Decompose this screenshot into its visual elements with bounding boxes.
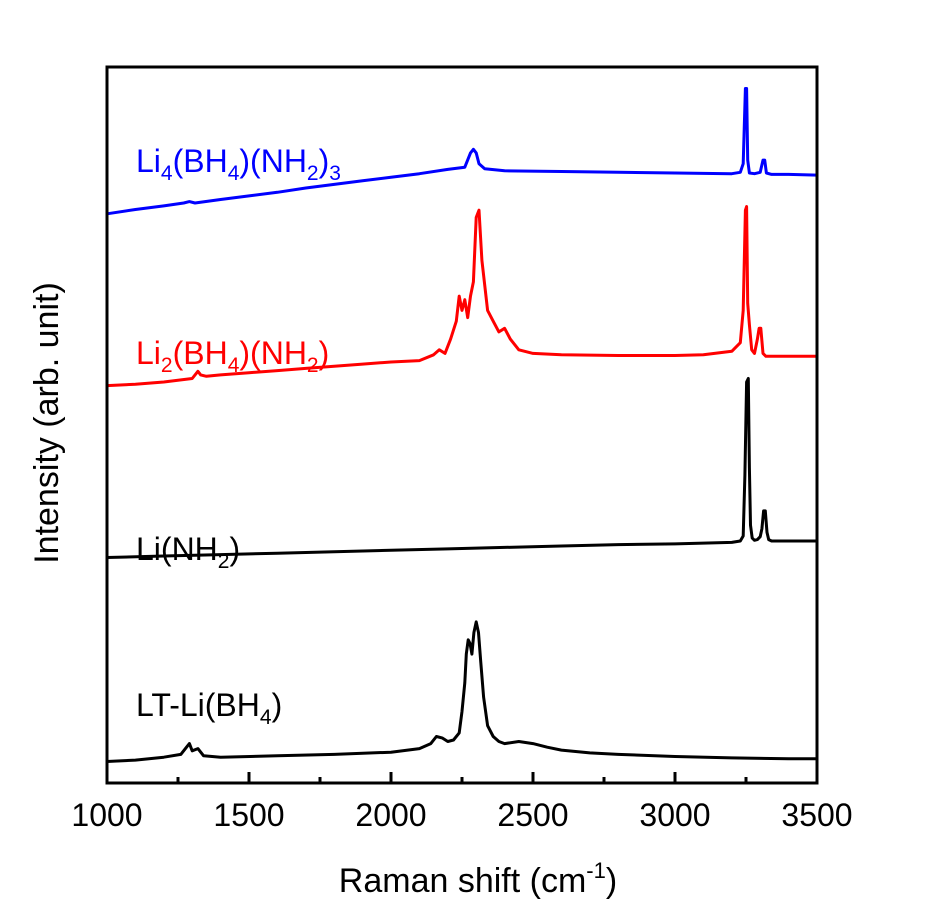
series-label-4: LT-Li(BH4) <box>136 687 282 729</box>
x-tick-label-1000: 1000 <box>71 797 142 833</box>
x-tick-label-3000: 3000 <box>639 797 710 833</box>
series-line-4 <box>106 620 817 763</box>
x-axis-label-end: ) <box>606 862 617 900</box>
x-axis-label: Raman shift (cm-1) <box>339 858 617 900</box>
x-tick-label-2000: 2000 <box>355 797 426 833</box>
series-line-1 <box>106 87 818 216</box>
series-layer <box>106 87 818 763</box>
series-label-layer: Li4(BH4)(NH2)3 Li2(BH4)(NH2) Li(NH2) LT-Li(… <box>136 143 341 729</box>
x-axis-label-main: Raman shift (cm <box>339 862 587 900</box>
x-axis-label-sup: -1 <box>586 858 606 883</box>
series-label-3: Li(NH2) <box>136 531 240 573</box>
series-line-3 <box>106 377 817 559</box>
x-tick-label-1500: 1500 <box>213 797 284 833</box>
series-label-2: Li2(BH4)(NH2) <box>136 335 329 377</box>
tick-layer: 1000 1500 2000 2500 3000 3500 <box>71 772 853 833</box>
series-line-2 <box>106 205 817 388</box>
x-tick-label-2500: 2500 <box>497 797 568 833</box>
y-axis-label: Intensity (arb. unit) <box>28 282 66 564</box>
x-tick-label-3500: 3500 <box>781 797 852 833</box>
series-label-1: Li4(BH4)(NH2)3 <box>136 143 341 185</box>
